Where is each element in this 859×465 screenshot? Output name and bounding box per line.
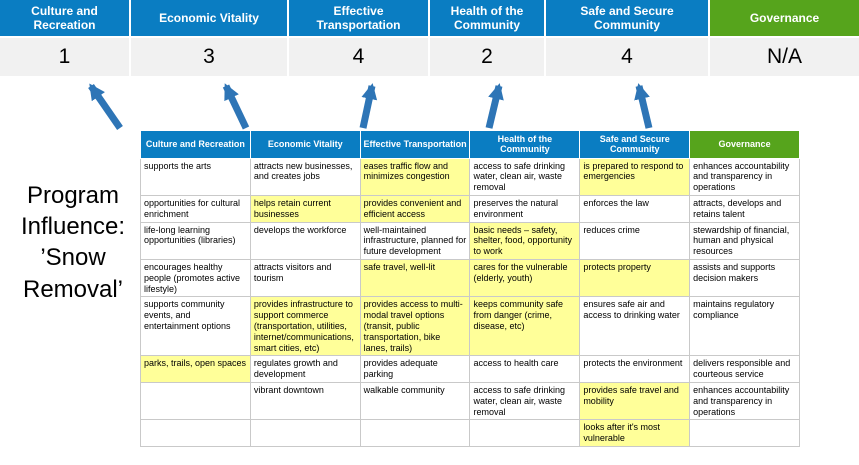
- up-arrow-icon: [88, 83, 123, 130]
- pillar-effective-transportation: Effective Transportation: [289, 0, 430, 36]
- up-arrow-icon: [485, 83, 504, 129]
- matrix-cell: opportunities for cultural enrichment: [140, 195, 251, 223]
- matrix-cell: life-long learning opportunities (librar…: [140, 221, 251, 261]
- matrix-header: Culture and Recreation Economic Vitality E…: [140, 130, 800, 159]
- matrix-cell: access to safe drinking water, clean air…: [469, 157, 581, 197]
- matrix-header-cell: Governance: [689, 130, 800, 159]
- matrix-row: life-long learning opportunities (librar…: [140, 221, 800, 261]
- matrix-cell: enforces the law: [579, 195, 691, 223]
- matrix-row: encourages healthy people (promotes acti…: [140, 259, 800, 298]
- pillar-economic-vitality: Economic Vitality: [131, 0, 289, 36]
- pillar-header-row: Culture and Recreation Economic Vitality…: [0, 0, 859, 36]
- matrix-cell-highlighted: is prepared to respond to emergencies: [579, 157, 691, 197]
- matrix-header-cell: Health of the Community: [469, 130, 581, 159]
- program-influence-title: Program Influence: ’Snow Removal’: [20, 182, 126, 303]
- influence-matrix-table: Culture and Recreation Economic Vitality E…: [140, 130, 800, 448]
- matrix-cell: [140, 419, 251, 448]
- matrix-cell-highlighted: provides safe travel and mobility: [579, 382, 691, 421]
- matrix-cell-highlighted: helps retain current businesses: [249, 195, 361, 223]
- matrix-cell: [689, 419, 800, 448]
- matrix-cell: regulates growth and development: [249, 355, 361, 384]
- matrix-cell: stewardship of financial, human and phys…: [689, 221, 800, 261]
- score-effective-transportation: 4: [289, 38, 430, 76]
- matrix-cell: supports community events, and entertain…: [140, 296, 251, 357]
- matrix-cell-highlighted: provides access to multi-modal travel op…: [359, 296, 471, 357]
- matrix-cell-highlighted: protects property: [579, 259, 691, 298]
- matrix-cell-highlighted: safe travel, well-lit: [359, 259, 471, 298]
- score-safe-secure-community: 4: [546, 38, 710, 76]
- up-arrow-icon: [634, 83, 653, 129]
- matrix-header-cell: Economic Vitality: [249, 130, 361, 159]
- matrix-cell: access to health care: [469, 355, 581, 384]
- matrix-cell-highlighted: eases traffic flow and minimizes congest…: [359, 157, 471, 197]
- matrix-cell-highlighted: basic needs – safety, shelter, food, opp…: [469, 221, 581, 261]
- matrix-cell: enhances accountability and transparency…: [689, 157, 800, 197]
- score-economic-vitality: 3: [131, 38, 289, 76]
- matrix-cell: well-maintained infrastructure, planned …: [359, 221, 471, 261]
- matrix-cell: [249, 419, 361, 448]
- matrix-row: supports community events, and entertain…: [140, 296, 800, 357]
- matrix-cell: attracts, develops and retains talent: [689, 195, 800, 223]
- matrix-cell: walkable community: [359, 382, 471, 421]
- score-arrows: [88, 83, 653, 130]
- matrix-row: supports the arts attracts new businesses…: [140, 157, 800, 197]
- matrix-cell: assists and supports decision makers: [689, 259, 800, 298]
- matrix-cell: protects the environment: [579, 355, 691, 384]
- pillar-governance: Governance: [710, 0, 859, 36]
- score-culture-recreation: 1: [0, 38, 131, 76]
- matrix-cell: [469, 419, 581, 448]
- matrix-cell: enhances accountability and transparency…: [689, 382, 800, 421]
- matrix-cell: provides adequate parking: [359, 355, 471, 384]
- matrix-cell: [140, 382, 251, 421]
- score-governance: N/A: [710, 38, 859, 76]
- up-arrow-icon: [222, 83, 250, 130]
- pillar-safe-secure-community: Safe and Secure Community: [546, 0, 710, 36]
- pillar-culture-recreation: Culture and Recreation: [0, 0, 131, 36]
- score-health-community: 2: [430, 38, 546, 76]
- matrix-cell: attracts visitors and tourism: [249, 259, 361, 298]
- matrix-header-cell: Effective Transportation: [359, 130, 471, 159]
- matrix-cell: preserves the natural environment: [469, 195, 581, 223]
- matrix-cell-highlighted: provides convenient and efficient access: [359, 195, 471, 223]
- matrix-cell-highlighted: parks, trails, open spaces: [140, 355, 251, 384]
- matrix-header-cell: Culture and Recreation: [140, 130, 251, 159]
- matrix-header-row: Culture and Recreation Economic Vitality E…: [140, 130, 800, 159]
- pillar-health-community: Health of the Community: [430, 0, 546, 36]
- matrix-row: vibrant downtown walkable community access…: [140, 382, 800, 421]
- matrix-cell-highlighted: looks after it's most vulnerable: [579, 419, 691, 448]
- matrix-cell: encourages healthy people (promotes acti…: [140, 259, 251, 298]
- matrix-row: parks, trails, open spaces regulates grow…: [140, 355, 800, 384]
- matrix-cell: vibrant downtown: [249, 382, 361, 421]
- matrix-cell: attracts new businesses, and creates job…: [249, 157, 361, 197]
- matrix-row: looks after it's most vulnerable: [140, 419, 800, 448]
- matrix-cell-highlighted: keeps community safe from danger (crime,…: [469, 296, 581, 357]
- up-arrow-icon: [359, 83, 378, 129]
- matrix-cell-highlighted: cares for the vulnerable (elderly, youth…: [469, 259, 581, 298]
- matrix-cell-highlighted: provides infrastructure to support comme…: [249, 296, 361, 357]
- score-row: 1 3 4 2 4 N/A: [0, 38, 859, 76]
- matrix-cell: reduces crime: [579, 221, 691, 261]
- matrix-cell: develops the workforce: [249, 221, 361, 261]
- matrix-header-cell: Safe and Secure Community: [579, 130, 691, 159]
- matrix-cell: ensures safe air and access to drinking …: [579, 296, 691, 357]
- matrix-cell: access to safe drinking water, clean air…: [469, 382, 581, 421]
- matrix-cell: delivers responsible and courteous servi…: [689, 355, 800, 384]
- matrix-cell: maintains regulatory compliance: [689, 296, 800, 357]
- matrix-cell: supports the arts: [140, 157, 251, 197]
- matrix-body: supports the arts attracts new businesses…: [140, 157, 800, 448]
- matrix-cell: [359, 419, 471, 448]
- matrix-row: opportunities for cultural enrichment hel…: [140, 195, 800, 223]
